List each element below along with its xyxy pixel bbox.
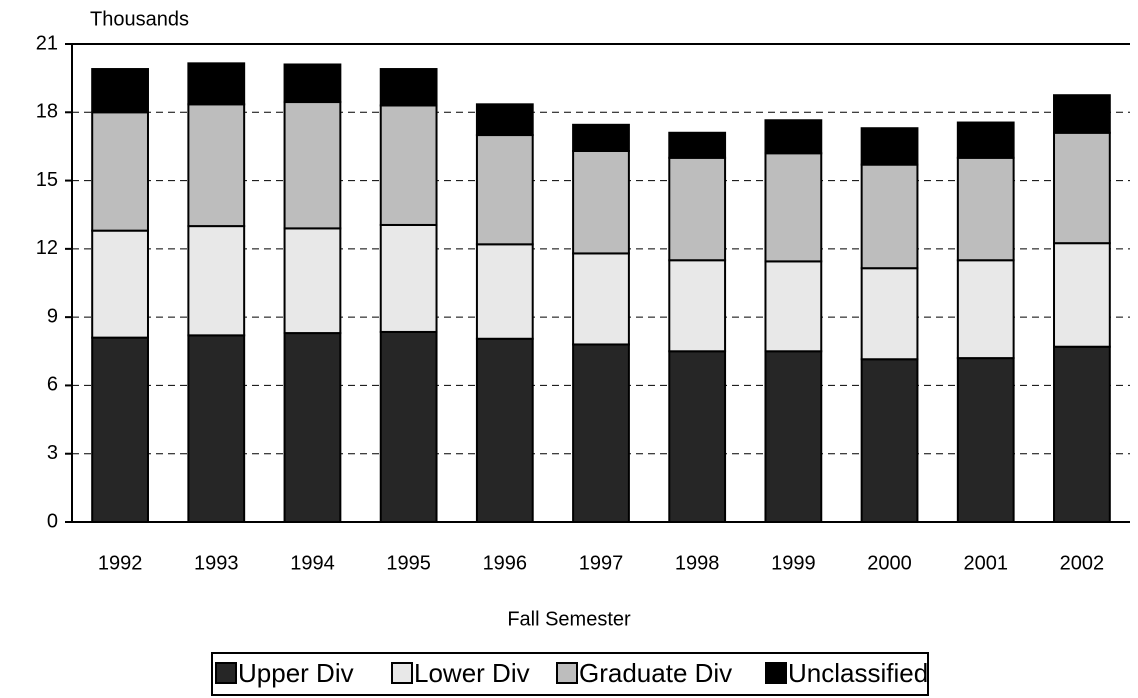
x-tick-label: 1999 <box>771 552 816 574</box>
bar-segment <box>860 163 919 270</box>
legend-swatch <box>391 662 413 684</box>
bar-segment <box>1053 94 1111 134</box>
legend-label: Unclassified <box>788 658 928 688</box>
bar-segment <box>860 127 919 166</box>
legend-label: Upper Div <box>238 658 354 688</box>
bar-segment <box>764 260 823 353</box>
x-tick-label: 1996 <box>483 552 528 574</box>
legend-label: Graduate Div <box>579 658 732 688</box>
bar-segment <box>1053 131 1111 245</box>
x-tick-label: 1993 <box>194 552 239 574</box>
bar-segment <box>283 332 342 524</box>
y-tick-label: 15 <box>36 169 58 191</box>
bar-segment <box>475 337 534 523</box>
legend-box <box>211 652 929 696</box>
bar-segment <box>956 259 1015 360</box>
bar-segment <box>187 62 246 106</box>
bar-segment <box>668 131 727 159</box>
x-tick-label: 2001 <box>963 552 1008 574</box>
bar-segment <box>1053 242 1111 348</box>
bar-segment <box>91 336 149 523</box>
x-tick-label: 1998 <box>675 552 720 574</box>
legend-label: Lower Div <box>414 658 530 688</box>
x-axis-label: Fall Semester <box>507 608 631 630</box>
bar-segment <box>956 156 1015 262</box>
bar-segment <box>1053 345 1111 523</box>
y-tick-label: 18 <box>36 101 58 123</box>
y-tick-label: 3 <box>47 442 58 464</box>
bar-segment <box>379 68 438 107</box>
bar-segment <box>764 152 823 263</box>
x-tick-label: 1995 <box>386 552 431 574</box>
bar-segment <box>475 243 534 340</box>
bar-segment <box>668 350 727 523</box>
legend-swatch <box>765 662 787 684</box>
bar-segment <box>668 156 727 262</box>
y-tick-label: 9 <box>47 305 58 327</box>
bar-segment <box>187 103 246 228</box>
y-tick-label: 12 <box>36 237 58 259</box>
bar-segment <box>956 357 1015 523</box>
bar-segment <box>379 223 438 333</box>
bar-segment <box>475 103 534 137</box>
bar-segment <box>764 119 823 155</box>
bar-segment <box>187 334 246 523</box>
bar-segment <box>91 111 149 232</box>
legend-swatch <box>215 662 237 684</box>
bar-segment <box>379 104 438 226</box>
bar-segment <box>956 121 1015 159</box>
bar-segment <box>572 123 630 152</box>
bar-segment <box>91 229 149 339</box>
legend: Upper Div Lower Div Graduate Div Unclassifi… <box>211 652 929 696</box>
x-tick-label: 2002 <box>1060 552 1105 574</box>
x-tick-label: 2000 <box>867 552 912 574</box>
y-axis-label: Thousands <box>90 8 189 30</box>
bar-segment <box>475 134 534 246</box>
y-tick-label: 6 <box>47 374 58 396</box>
x-tick-label: 1992 <box>98 552 143 574</box>
bar-segment <box>860 358 919 523</box>
bar-segment <box>860 267 919 361</box>
bar-segment <box>572 343 630 524</box>
bar-segment <box>572 149 630 255</box>
x-tick-label: 1994 <box>290 552 335 574</box>
legend-swatch <box>556 662 578 684</box>
bar-segment <box>379 330 438 524</box>
y-tick-label: 0 <box>47 510 58 532</box>
x-tick-label: 1997 <box>579 552 624 574</box>
bar-segment <box>283 227 342 335</box>
bar-segment <box>572 252 630 346</box>
bar-segment <box>283 101 342 230</box>
bar-segment <box>668 259 727 353</box>
y-tick-label: 21 <box>36 32 58 54</box>
bar-segment <box>91 68 149 114</box>
bar-segment <box>764 350 823 523</box>
bar-segment <box>187 225 246 337</box>
bar-segment <box>283 63 342 104</box>
